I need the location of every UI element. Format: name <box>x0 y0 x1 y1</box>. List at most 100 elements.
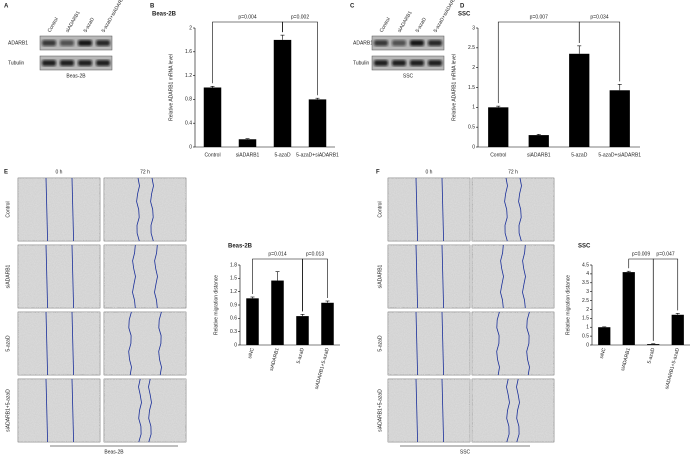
wound-edge <box>71 177 74 242</box>
x-tick-label: siADARB1 <box>236 152 260 158</box>
x-tick-label: 5-azaD+siADARB1 <box>598 152 641 158</box>
band <box>78 40 92 46</box>
blot-background <box>39 35 113 51</box>
wound-edge <box>526 311 530 376</box>
wound-edge <box>45 177 48 242</box>
y-tick-label: 0.9 <box>230 302 237 308</box>
micrograph-texture <box>388 312 470 375</box>
p-value: p=0.047 <box>656 251 674 257</box>
band <box>374 40 388 46</box>
micrograph-texture <box>18 379 100 442</box>
y-tick-label: 0.6 <box>230 316 237 322</box>
lane-label: Control <box>47 17 60 34</box>
wound-edge <box>45 311 48 376</box>
significance-bracket <box>212 21 283 84</box>
p-value: p=0.009 <box>632 251 650 257</box>
row-label: ADARB1 <box>353 40 373 46</box>
y-tick-label: 0.5 <box>582 333 589 339</box>
chart-title: SSC <box>578 244 591 250</box>
panel-label: F <box>376 170 380 176</box>
time-label: 72 h <box>508 169 518 175</box>
micrograph-texture <box>472 312 554 375</box>
bar <box>238 139 257 147</box>
bar <box>273 39 292 147</box>
p-value: p=0.004 <box>238 14 256 20</box>
row-label: siADARB1 <box>5 264 11 288</box>
bar <box>271 280 284 345</box>
band <box>428 60 442 66</box>
band <box>410 40 424 46</box>
y-tick-label: 0.5 <box>468 124 475 130</box>
wound-edge <box>154 244 158 309</box>
wound-edge <box>415 378 418 443</box>
y-tick-label: 0 <box>586 342 589 348</box>
y-tick-label: 1.2 <box>230 289 237 295</box>
micrograph-texture <box>388 379 470 442</box>
bar <box>308 99 327 147</box>
p-value: p=0.034 <box>590 14 608 20</box>
band <box>78 60 92 66</box>
wound-edge <box>518 177 522 242</box>
wound-edge <box>415 177 418 242</box>
wound-edge <box>441 177 444 242</box>
y-tick-label: 0.4 <box>185 121 192 127</box>
y-tick-label: 0 <box>472 144 475 150</box>
band <box>60 60 74 66</box>
band <box>96 40 110 46</box>
micrograph-texture <box>472 379 554 442</box>
wound-edge <box>496 311 500 376</box>
band <box>60 40 74 46</box>
y-tick-label: 0 <box>189 144 192 150</box>
y-tick-label: 1.5 <box>468 85 475 91</box>
x-tick-label: Control <box>204 152 220 158</box>
y-tick-label: 3 <box>586 289 589 295</box>
micrograph-texture <box>104 178 186 241</box>
panel-label: E <box>4 170 8 176</box>
band <box>410 60 424 66</box>
wound-edge <box>516 378 520 443</box>
x-tick-label: siADARB1 <box>620 347 632 372</box>
cell-line-label: SSC <box>460 449 471 455</box>
bar <box>488 107 509 147</box>
wound-edge <box>136 177 140 242</box>
y-tick-label: 0 <box>234 342 237 348</box>
wound-edge <box>506 378 510 443</box>
significance-bracket <box>302 258 328 312</box>
y-tick-label: 1.2 <box>185 73 192 79</box>
y-tick-label: 1.6 <box>185 49 192 55</box>
lane-label: 5-azaD <box>415 16 428 33</box>
bar <box>598 327 611 345</box>
y-tick-label: 2 <box>586 307 589 313</box>
row-label: 5-azaD <box>5 335 11 352</box>
y-tick-label: 1.5 <box>582 316 589 322</box>
y-tick-label: 0.3 <box>230 329 237 335</box>
micrograph-texture <box>388 178 470 241</box>
bar <box>246 298 259 345</box>
band <box>374 60 388 66</box>
y-axis-label: Relative migration distance <box>565 275 571 335</box>
time-label: 0 h <box>56 169 63 175</box>
micrograph-texture <box>18 245 100 308</box>
p-value: p=0.013 <box>306 251 324 257</box>
wound-edge <box>138 378 142 443</box>
y-tick-label: 0.8 <box>185 97 192 103</box>
row-label: 5-azaD <box>377 335 383 352</box>
bar <box>647 344 660 345</box>
micrograph-texture <box>104 245 186 308</box>
y-tick-label: 2.5 <box>468 45 475 51</box>
p-value: p=0.002 <box>291 14 309 20</box>
blot-background <box>371 35 445 51</box>
chart-title: Beas-2B <box>152 12 177 18</box>
wound-edge <box>415 311 418 376</box>
row-label: ADARB1 <box>8 40 28 46</box>
wound-edge <box>132 244 136 309</box>
micrograph-texture <box>18 312 100 375</box>
x-tick-label: siNC <box>247 347 256 359</box>
wound-edge <box>128 311 132 376</box>
wound-edge <box>45 378 48 443</box>
band <box>42 60 56 66</box>
lane-label: 5-azaD+siADARB1 <box>101 0 128 34</box>
wound-edge <box>441 244 444 309</box>
band <box>392 40 406 46</box>
micrograph-texture <box>388 245 470 308</box>
